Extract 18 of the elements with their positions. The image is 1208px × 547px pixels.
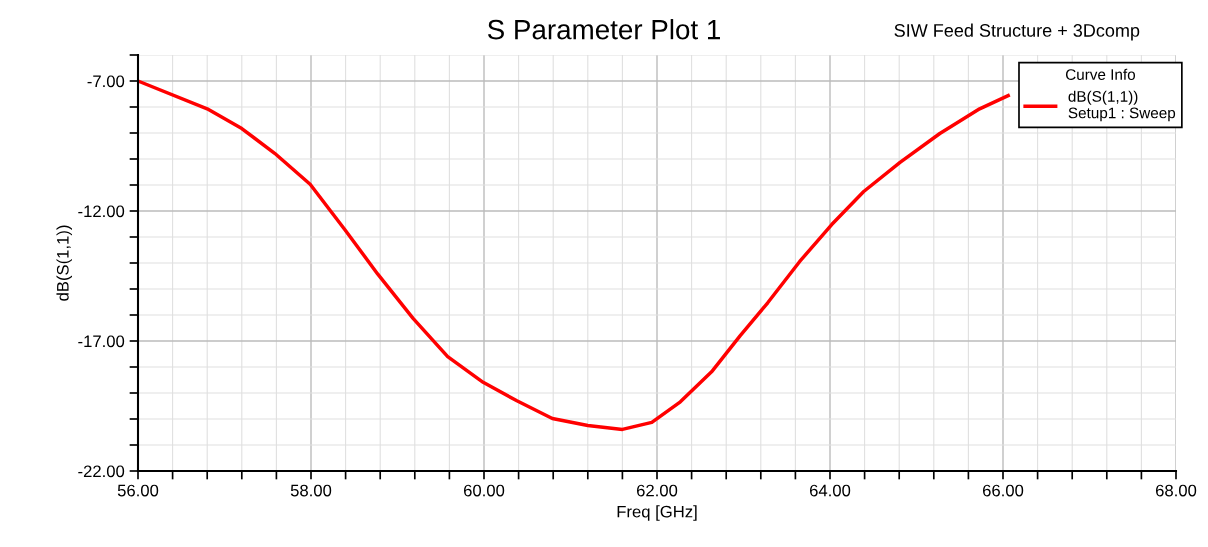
x-tick-label: 60.00 <box>463 484 505 497</box>
text: SIW Feed Structure + 3Dcomp <box>894 23 1140 41</box>
y-tick-label: -7.00 <box>87 75 125 88</box>
y-tick-label: -12.00 <box>78 205 125 218</box>
x-tick-label: 58.00 <box>290 484 332 497</box>
x-tick-label: 56.00 <box>117 484 159 497</box>
y-axis-title: dB(S(1,1)) <box>56 225 72 301</box>
x-tick-label: 66.00 <box>982 484 1024 497</box>
x-axis-title: Freq [GHz] <box>617 505 697 521</box>
legend-title: Curve Info <box>1065 68 1136 80</box>
x-tick-label: 62.00 <box>636 484 678 497</box>
x-tick-label: 64.00 <box>809 484 851 497</box>
line-series <box>138 79 1010 432</box>
y-tick-label: -17.00 <box>78 335 125 348</box>
legend-label: dB(S(1,1)) Setup1 : Sweep <box>1068 90 1176 122</box>
x-tick-label: 68.00 <box>1155 484 1197 497</box>
chart-title: S Parameter Plot 1 <box>487 19 720 40</box>
y-tick-label: -22.00 <box>78 465 125 478</box>
